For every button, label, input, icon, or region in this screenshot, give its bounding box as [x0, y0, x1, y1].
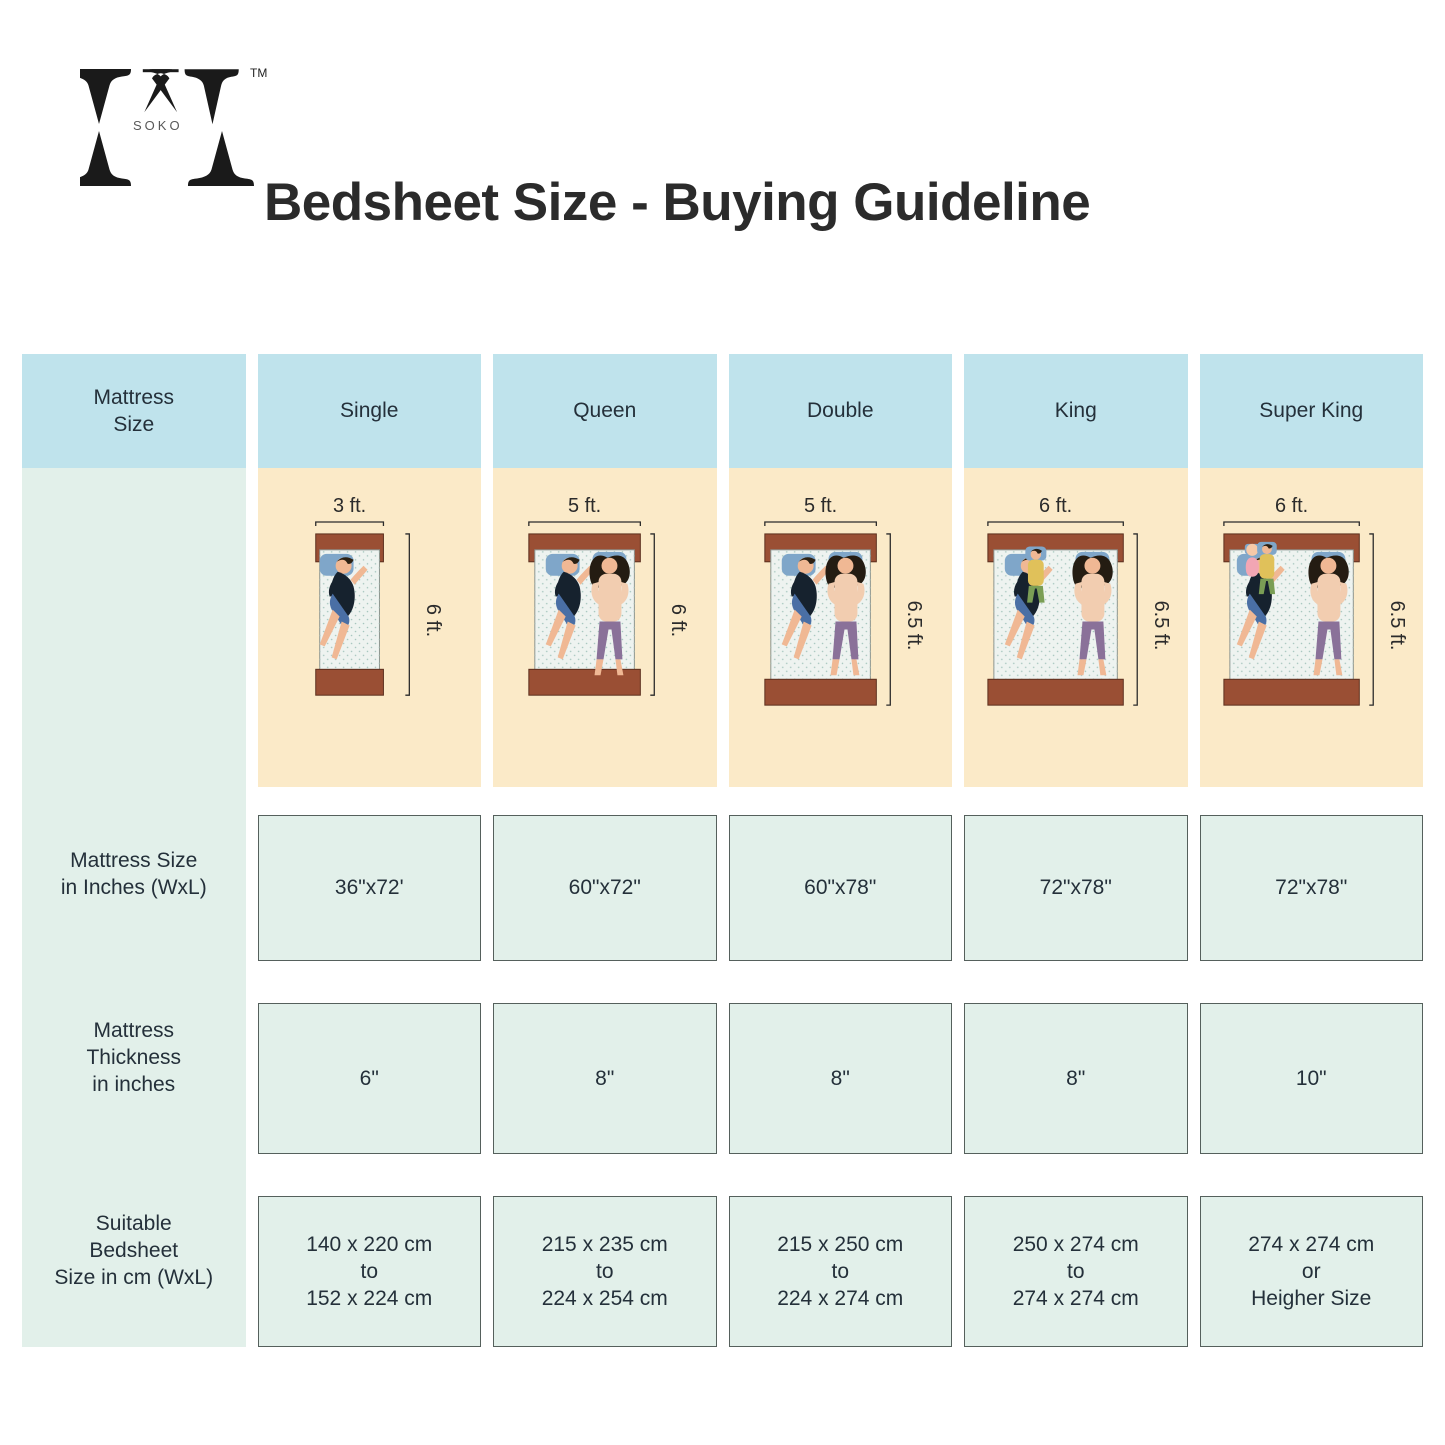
svg-text:6 ft.: 6 ft.: [422, 604, 444, 637]
svg-text:SOKO: SOKO: [133, 118, 183, 133]
svg-text:6.5 ft.: 6.5 ft.: [1150, 601, 1172, 651]
svg-text:6.5 ft.: 6.5 ft.: [903, 601, 925, 651]
svg-text:6 ft.: 6 ft.: [1039, 495, 1072, 517]
svg-text:5 ft.: 5 ft.: [803, 495, 836, 517]
svg-text:6.5 ft.: 6.5 ft.: [1386, 601, 1408, 651]
svg-text:5 ft.: 5 ft.: [568, 495, 601, 517]
svg-text:6 ft.: 6 ft.: [667, 604, 689, 637]
svg-text:3 ft.: 3 ft.: [332, 495, 365, 517]
svg-text:6 ft.: 6 ft.: [1274, 495, 1307, 517]
